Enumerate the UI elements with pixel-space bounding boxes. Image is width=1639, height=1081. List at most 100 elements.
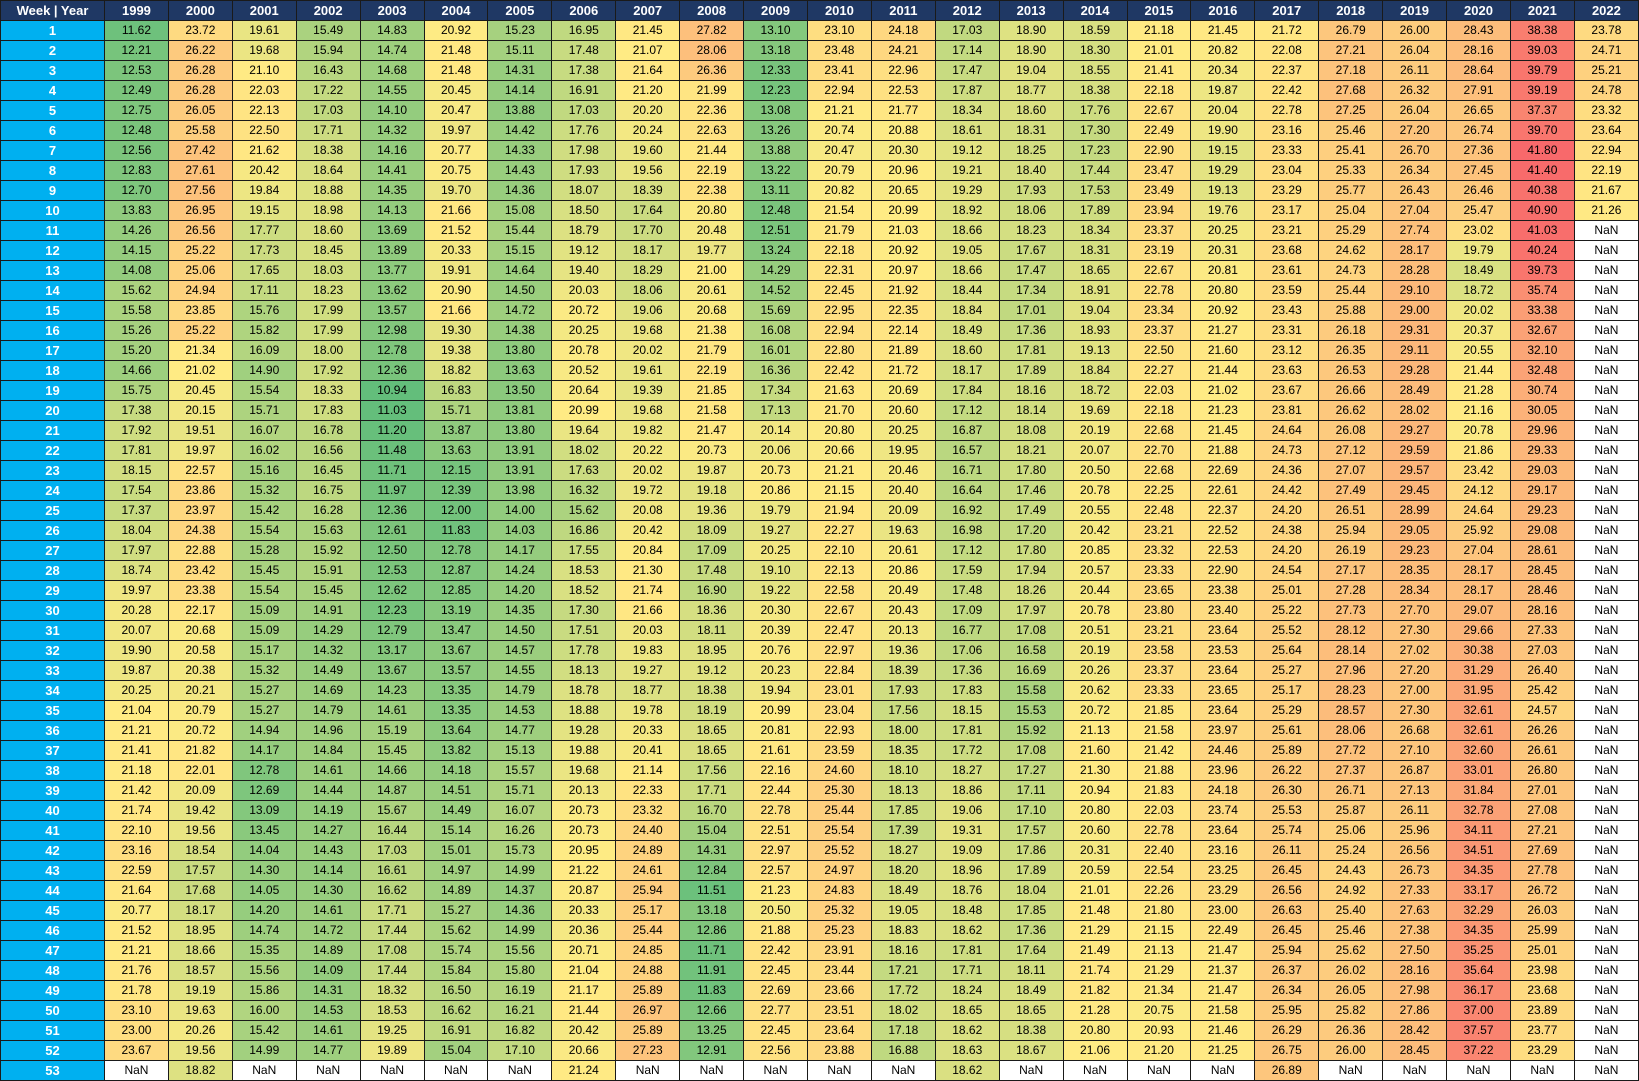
value-cell[interactable]: 23.33: [1254, 140, 1320, 161]
value-cell[interactable]: 23.72: [167, 20, 233, 41]
value-cell[interactable]: 18.38: [295, 140, 361, 161]
value-cell[interactable]: 14.16: [359, 140, 425, 161]
value-cell[interactable]: 14.57: [487, 640, 553, 661]
week-label[interactable]: 53: [0, 1060, 105, 1081]
value-cell[interactable]: 20.25: [743, 540, 808, 561]
week-label[interactable]: 16: [0, 320, 105, 341]
value-cell[interactable]: 23.96: [1190, 760, 1256, 781]
value-cell[interactable]: 17.10: [998, 800, 1064, 821]
value-cell[interactable]: 20.76: [743, 640, 808, 661]
value-cell[interactable]: 18.83: [870, 920, 936, 941]
value-cell[interactable]: 26.28: [167, 80, 233, 101]
value-cell[interactable]: 23.98: [1509, 960, 1575, 981]
value-cell[interactable]: 25.44: [806, 800, 872, 821]
value-cell[interactable]: 17.93: [998, 180, 1064, 201]
value-cell[interactable]: 21.17: [551, 980, 617, 1001]
value-cell[interactable]: 25.30: [806, 780, 872, 801]
value-cell[interactable]: NaN: [1573, 240, 1639, 261]
value-cell[interactable]: 18.60: [934, 340, 1000, 361]
week-label[interactable]: 41: [0, 820, 105, 841]
value-cell[interactable]: 18.13: [551, 660, 617, 681]
value-cell[interactable]: NaN: [679, 1060, 745, 1081]
value-cell[interactable]: NaN: [1573, 640, 1639, 661]
value-cell[interactable]: 26.73: [1382, 860, 1448, 881]
corner-header[interactable]: Week | Year: [0, 0, 105, 21]
value-cell[interactable]: 16.83: [423, 380, 489, 401]
value-cell[interactable]: 20.09: [870, 500, 936, 521]
value-cell[interactable]: NaN: [1573, 680, 1639, 701]
value-cell[interactable]: 12.39: [423, 480, 489, 501]
value-cell[interactable]: 16.98: [934, 520, 1000, 541]
value-cell[interactable]: 17.08: [998, 740, 1064, 761]
value-cell[interactable]: 13.69: [359, 220, 425, 241]
value-cell[interactable]: 21.45: [615, 20, 681, 41]
value-cell[interactable]: 14.36: [487, 900, 553, 921]
week-label[interactable]: 5: [0, 100, 105, 121]
value-cell[interactable]: 21.37: [1190, 960, 1256, 981]
value-cell[interactable]: 23.37: [1126, 660, 1192, 681]
value-cell[interactable]: 19.68: [615, 400, 681, 421]
value-cell[interactable]: 14.77: [295, 1040, 361, 1061]
week-label[interactable]: 46: [0, 920, 105, 941]
value-cell[interactable]: 18.49: [1446, 260, 1511, 281]
value-cell[interactable]: 15.16: [231, 460, 297, 481]
value-cell[interactable]: NaN: [1573, 960, 1639, 981]
value-cell[interactable]: 18.25: [998, 140, 1064, 161]
value-cell[interactable]: 18.90: [998, 40, 1064, 61]
value-cell[interactable]: 17.11: [998, 780, 1064, 801]
value-cell[interactable]: 15.09: [231, 620, 297, 641]
value-cell[interactable]: 18.49: [870, 880, 936, 901]
value-cell[interactable]: 14.89: [295, 940, 361, 961]
value-cell[interactable]: 26.65: [1446, 100, 1511, 121]
value-cell[interactable]: 37.22: [1446, 1040, 1511, 1061]
value-cell[interactable]: 16.69: [998, 660, 1064, 681]
value-cell[interactable]: 17.12: [934, 540, 1000, 561]
value-cell[interactable]: 17.81: [998, 340, 1064, 361]
value-cell[interactable]: 12.79: [359, 620, 425, 641]
week-label[interactable]: 14: [0, 280, 105, 301]
value-cell[interactable]: 16.28: [295, 500, 361, 521]
value-cell[interactable]: 15.63: [295, 520, 361, 541]
week-label[interactable]: 22: [0, 440, 105, 461]
value-cell[interactable]: 22.69: [1190, 460, 1256, 481]
value-cell[interactable]: 12.36: [359, 500, 425, 521]
value-cell[interactable]: 20.80: [1062, 800, 1128, 821]
value-cell[interactable]: 27.78: [1509, 860, 1575, 881]
value-cell[interactable]: 32.61: [1446, 700, 1511, 721]
value-cell[interactable]: 25.58: [167, 120, 233, 141]
value-cell[interactable]: 12.61: [359, 520, 425, 541]
value-cell[interactable]: 29.08: [1509, 520, 1575, 541]
value-cell[interactable]: 16.87: [934, 420, 1000, 441]
value-cell[interactable]: 23.41: [806, 60, 872, 81]
value-cell[interactable]: 27.25: [1318, 100, 1384, 121]
value-cell[interactable]: 20.55: [1062, 500, 1128, 521]
value-cell[interactable]: 34.11: [1446, 820, 1511, 841]
value-cell[interactable]: 21.03: [870, 220, 936, 241]
value-cell[interactable]: NaN: [423, 1060, 489, 1081]
value-cell[interactable]: 23.29: [1190, 880, 1256, 901]
value-cell[interactable]: 22.35: [870, 300, 936, 321]
value-cell[interactable]: 22.52: [1190, 520, 1256, 541]
value-cell[interactable]: 26.32: [1382, 80, 1448, 101]
value-cell[interactable]: 17.03: [934, 20, 1000, 41]
value-cell[interactable]: 20.45: [167, 380, 233, 401]
value-cell[interactable]: 14.87: [359, 780, 425, 801]
value-cell[interactable]: 15.58: [998, 680, 1064, 701]
value-cell[interactable]: 12.62: [359, 580, 425, 601]
value-cell[interactable]: 23.97: [167, 500, 233, 521]
value-cell[interactable]: 13.88: [743, 140, 808, 161]
value-cell[interactable]: 23.00: [104, 1020, 169, 1041]
value-cell[interactable]: NaN: [295, 1060, 361, 1081]
value-cell[interactable]: 12.48: [743, 200, 808, 221]
value-cell[interactable]: 19.89: [359, 1040, 425, 1061]
value-cell[interactable]: 13.24: [743, 240, 808, 261]
value-cell[interactable]: 20.15: [167, 400, 233, 421]
value-cell[interactable]: 18.27: [870, 840, 936, 861]
value-cell[interactable]: 23.42: [167, 560, 233, 581]
value-cell[interactable]: 20.42: [551, 1020, 617, 1041]
value-cell[interactable]: 20.31: [1062, 840, 1128, 861]
value-cell[interactable]: 22.26: [1126, 880, 1192, 901]
value-cell[interactable]: 20.93: [1126, 1020, 1192, 1041]
value-cell[interactable]: 15.32: [231, 480, 297, 501]
value-cell[interactable]: 19.10: [743, 560, 808, 581]
